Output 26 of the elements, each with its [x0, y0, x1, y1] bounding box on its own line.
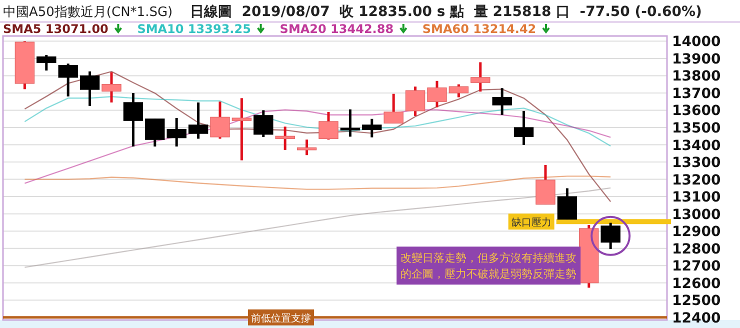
y-tick-label: 13600 [672, 103, 721, 120]
chart-title: 中國A50指數近月(CN*1.SG) [3, 5, 173, 20]
text: SMA5 13071.00 [3, 22, 108, 36]
y-tick-label: 14000 [672, 34, 721, 50]
y-tick-label: 12400 [672, 310, 721, 326]
y-tick-label: 12700 [672, 258, 721, 275]
chart-subtitle: 日線圖 2019/08/07 收 12835.00 s 點 量 215818 口 -77.50 (-0.60%) [190, 4, 702, 20]
text: SMA10 13393.25 [137, 22, 251, 36]
y-tick-label: 13900 [672, 51, 721, 68]
text: SMA20 13442.88 [280, 22, 394, 36]
y-tick-label: 12600 [672, 276, 721, 292]
y-tick-label: 13700 [672, 86, 721, 102]
y-tick-label: 13500 [672, 120, 721, 136]
y-tick-label: 13100 [672, 190, 721, 206]
y-tick-label: 13400 [672, 138, 721, 154]
y-tick-label: 13300 [672, 155, 721, 172]
text: SMA60 13214.42 [422, 22, 536, 36]
ref-line-label: 前低位置支撐 [251, 312, 311, 324]
y-tick-label: 12500 [672, 293, 721, 310]
y-tick-label: 12900 [672, 224, 721, 240]
y-tick-label: 13800 [672, 68, 721, 85]
y-tick-label: 13000 [672, 206, 721, 223]
y-tick-label: 12800 [672, 241, 721, 258]
ref-line-label: 缺口壓力 [511, 216, 552, 229]
annotation: 改變日落走勢，但多方沒有持續進攻的企圖，壓力不破就是弱勢反彈走勢 [400, 252, 577, 281]
y-tick-label: 13200 [672, 172, 721, 188]
